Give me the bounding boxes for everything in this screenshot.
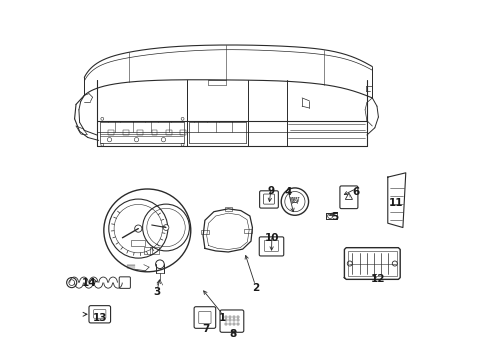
Text: 11: 11 [387, 198, 402, 208]
Bar [224, 207, 231, 211]
Text: !: ! [347, 194, 349, 199]
Bar [228, 316, 231, 318]
Bar [201, 230, 208, 234]
Text: 13: 13 [92, 312, 107, 323]
Text: STOP: STOP [290, 200, 299, 204]
Bar [180, 130, 186, 135]
Text: 2: 2 [251, 283, 258, 293]
Bar [122, 130, 128, 135]
Text: 14: 14 [81, 278, 96, 288]
Bar [108, 130, 114, 135]
Circle shape [163, 225, 168, 230]
Bar [237, 316, 239, 318]
Text: 3: 3 [153, 287, 161, 297]
Text: 4: 4 [284, 186, 291, 197]
Circle shape [134, 225, 142, 232]
Bar [237, 319, 239, 321]
Text: 5: 5 [331, 212, 338, 222]
Bar [151, 130, 157, 135]
Text: 8: 8 [229, 329, 236, 339]
Text: START: START [289, 197, 300, 201]
Bar [228, 323, 231, 325]
Bar [143, 247, 152, 254]
Bar [137, 130, 142, 135]
Text: 6: 6 [352, 186, 359, 197]
Bar [150, 247, 159, 254]
Bar [232, 323, 235, 325]
Bar [224, 316, 227, 318]
Bar [232, 316, 235, 318]
Text: 1: 1 [219, 312, 226, 323]
Bar [224, 319, 227, 321]
Bar [232, 319, 235, 321]
Text: 10: 10 [264, 233, 279, 243]
Bar [347, 251, 396, 276]
Bar [244, 229, 251, 233]
Bar [237, 323, 239, 325]
Bar [224, 323, 227, 325]
Bar [131, 240, 145, 246]
Bar [228, 319, 231, 321]
Text: 12: 12 [370, 274, 384, 284]
Bar [166, 130, 171, 135]
Text: 9: 9 [267, 186, 274, 196]
Text: 7: 7 [202, 324, 209, 334]
